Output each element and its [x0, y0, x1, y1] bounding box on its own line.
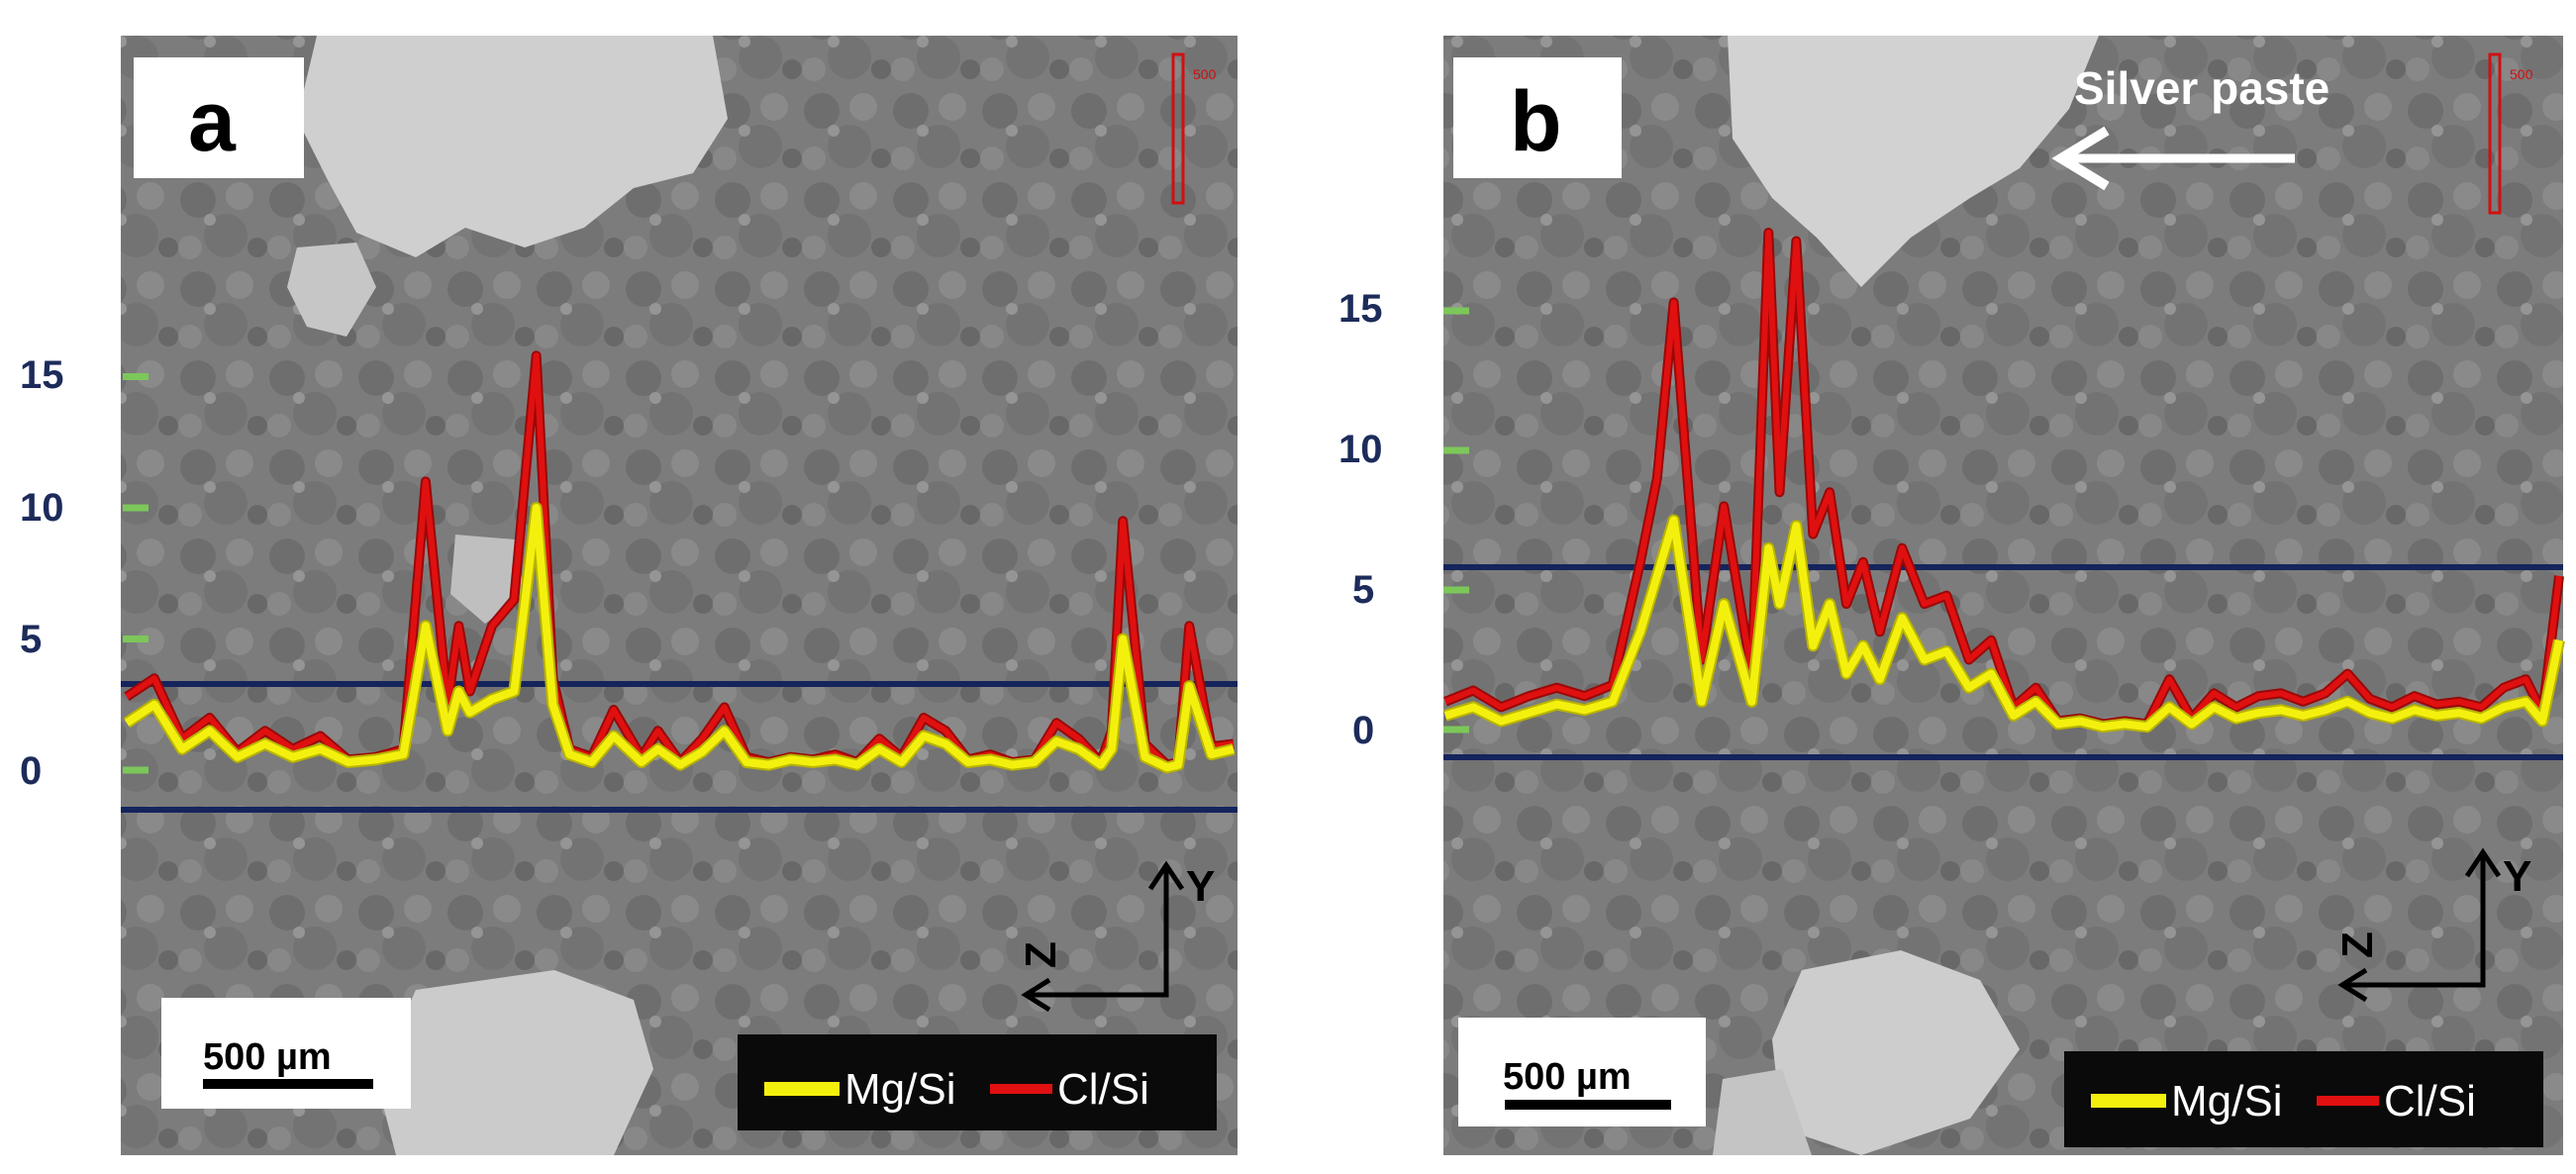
legend-b: Mg/Si Cl/Si — [2064, 1051, 2543, 1147]
annotation-silver-paste: Silver paste — [2074, 62, 2329, 114]
y-tick-label-a-15: 15 — [20, 353, 64, 397]
scale-bar-box-a — [161, 998, 411, 1109]
y-tick-label-b-15: 15 — [1338, 287, 1383, 331]
series-line-mg-si-a — [124, 504, 1235, 772]
scale-bar-a — [203, 1079, 373, 1089]
panel-label-box-b — [1453, 57, 1622, 178]
axes-indicator-b: Y Z — [2333, 847, 2531, 1003]
y-tick-label-a-0: 0 — [20, 749, 42, 793]
sem-background-a — [121, 36, 1238, 1155]
silver-paste-blobs-b — [1713, 36, 2099, 1155]
axes-indicator-a: Y Z — [1017, 860, 1215, 1013]
legend-label-mg-b: Mg/Si — [2171, 1077, 2282, 1125]
panel-a: 500 15 10 5 0 a Y Z 500 µm Mg/S — [20, 36, 1238, 1155]
legend-label-mg-a: Mg/Si — [844, 1065, 955, 1114]
axis-label-z-a: Z — [1017, 941, 1065, 968]
y-tick-label-b-10: 10 — [1338, 428, 1383, 471]
silver-paste-blobs-a — [287, 36, 728, 1155]
legend-label-cl-b: Cl/Si — [2384, 1077, 2476, 1125]
scale-bar-b — [1505, 1100, 1671, 1110]
panel-label-box-a — [134, 57, 304, 178]
y-axis-a: 15 10 5 0 — [20, 353, 149, 793]
y-tick-label-a-10: 10 — [20, 486, 64, 530]
legend-label-cl-a: Cl/Si — [1057, 1065, 1149, 1114]
annotation-arrow-head — [2051, 126, 2110, 191]
panel-label-a: a — [188, 74, 237, 169]
axis-label-z-b: Z — [2333, 931, 2382, 958]
y-tick-label-a-5: 5 — [20, 618, 42, 661]
series-line-cl-si-b — [1443, 230, 2562, 728]
scale-bar-label-b: 500 µm — [1503, 1056, 1632, 1098]
silver-paste-annotation: Silver paste — [2051, 62, 2329, 191]
axis-label-y-b: Y — [2503, 852, 2531, 901]
scale-stamp-a — [1171, 52, 1185, 205]
panel-b: 500 15 10 5 0 b Silver paste Y Z — [1338, 36, 2565, 1155]
plot-b — [1443, 228, 2565, 760]
panel-label-b: b — [1510, 74, 1562, 169]
scale-stamp-text-a: 500 — [1193, 66, 1217, 82]
y-axis-b: 15 10 5 0 — [1338, 287, 1469, 752]
scale-bar-label-a: 500 µm — [203, 1036, 332, 1078]
plot-a — [121, 350, 1238, 813]
legend-a: Mg/Si Cl/Si — [738, 1034, 1217, 1130]
scale-stamp-text-b: 500 — [2510, 66, 2533, 82]
axis-label-y-a: Y — [1186, 862, 1215, 911]
y-tick-label-b-0: 0 — [1352, 709, 1374, 752]
y-tick-label-b-5: 5 — [1352, 568, 1374, 612]
series-line-mg-si-b — [1443, 516, 2563, 732]
scale-stamp-b — [2488, 52, 2502, 215]
